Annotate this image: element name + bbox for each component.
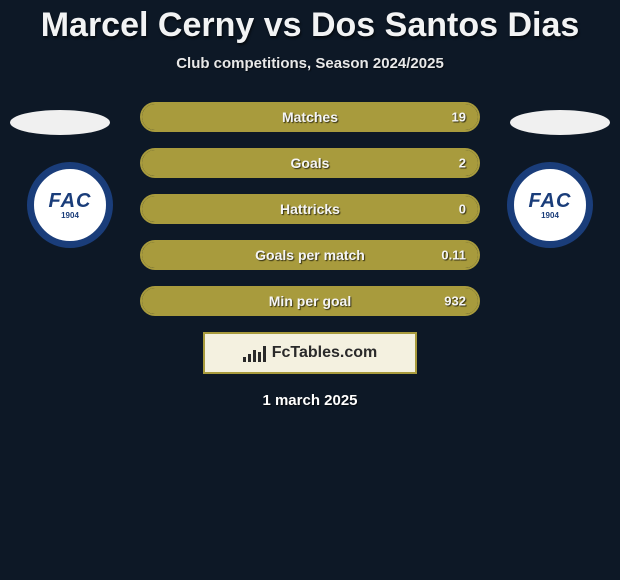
stat-label: Hattricks bbox=[280, 201, 340, 217]
comparison-area: FAC 1904 FAC 1904 Matches 19 Goals 2 Hattric… bbox=[0, 102, 620, 409]
page-title: Marcel Cerny vs Dos Santos Dias bbox=[0, 0, 620, 45]
logo-text: FAC bbox=[529, 190, 572, 213]
logo-year: 1904 bbox=[541, 211, 559, 220]
club-logo-left: FAC 1904 bbox=[20, 162, 120, 248]
stat-row: Matches 19 bbox=[140, 102, 480, 132]
logo-year: 1904 bbox=[61, 211, 79, 220]
stat-value-right: 0.11 bbox=[441, 248, 466, 263]
fac-logo-icon: FAC 1904 bbox=[27, 162, 113, 248]
player-avatar-right bbox=[510, 110, 610, 135]
player-avatar-left bbox=[10, 110, 110, 135]
stat-row: Hattricks 0 bbox=[140, 194, 480, 224]
stats-bars: Matches 19 Goals 2 Hattricks 0 Goals per match… bbox=[140, 102, 480, 316]
brand-text: FcTables.com bbox=[272, 344, 378, 362]
stat-label: Min per goal bbox=[269, 293, 351, 309]
stat-value-right: 0 bbox=[459, 202, 466, 217]
subtitle: Club competitions, Season 2024/2025 bbox=[0, 55, 620, 72]
stat-row: Min per goal 932 bbox=[140, 286, 480, 316]
chart-icon bbox=[243, 344, 266, 362]
stat-label: Goals per match bbox=[255, 247, 365, 263]
fac-logo-icon: FAC 1904 bbox=[507, 162, 593, 248]
date-text: 1 march 2025 bbox=[0, 392, 620, 409]
brand-footer: FcTables.com bbox=[203, 332, 417, 374]
stat-value-right: 932 bbox=[444, 294, 466, 309]
stat-row: Goals per match 0.11 bbox=[140, 240, 480, 270]
stat-row: Goals 2 bbox=[140, 148, 480, 178]
logo-text: FAC bbox=[49, 190, 92, 213]
stat-value-right: 2 bbox=[459, 156, 466, 171]
stat-value-right: 19 bbox=[452, 110, 466, 125]
stat-label: Goals bbox=[291, 155, 330, 171]
club-logo-right: FAC 1904 bbox=[500, 162, 600, 248]
stat-label: Matches bbox=[282, 109, 338, 125]
